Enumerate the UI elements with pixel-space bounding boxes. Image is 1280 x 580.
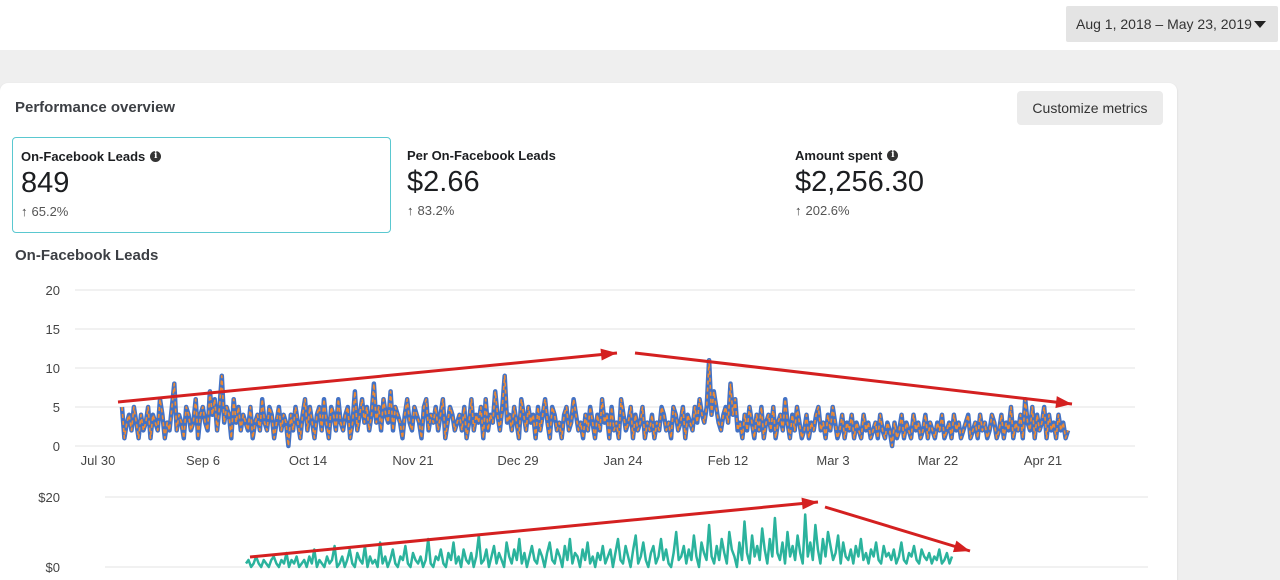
x-tick-label: Oct 14	[289, 453, 327, 468]
metric-value: 849	[21, 167, 70, 199]
annotation-arrowhead	[1055, 396, 1072, 409]
annotation-arrowhead	[801, 497, 818, 510]
y-tick-label: 15	[46, 322, 60, 337]
x-tick-label: Apr 21	[1024, 453, 1062, 468]
y-tick-label: 0	[53, 439, 60, 454]
annotation-arrow	[117, 351, 618, 404]
top-bar: Aug 1, 2018 – May 23, 2019	[0, 0, 1280, 50]
x-tick-label: Mar 3	[816, 453, 849, 468]
metric-change: 65.2%	[31, 204, 69, 219]
y-tick-label: 10	[46, 361, 60, 376]
metric-card-leads[interactable]: On-Facebook Leads i 849 ↑ 65.2%	[12, 137, 391, 233]
x-tick-label: Mar 22	[918, 453, 958, 468]
metric-label: Per On-Facebook Leads	[407, 148, 556, 163]
date-range-picker[interactable]: Aug 1, 2018 – May 23, 2019	[1066, 6, 1278, 42]
metric-label: On-Facebook Leads	[21, 149, 146, 164]
date-range-label: Aug 1, 2018 – May 23, 2019	[1076, 16, 1252, 32]
metric-card-cost-per-lead[interactable]: Per On-Facebook Leads $2.66 ↑ 83.2%	[399, 137, 778, 233]
arrow-up-icon: ↑	[407, 203, 414, 218]
series-line	[244, 513, 954, 569]
y-tick-label: $20	[38, 490, 60, 505]
metric-label: Amount spent	[795, 148, 883, 163]
panel-title: Performance overview	[15, 99, 176, 116]
customize-metrics-button[interactable]: Customize metrics	[1017, 91, 1163, 125]
x-tick-label: Dec 29	[497, 453, 538, 468]
annotation-arrowhead	[600, 348, 617, 361]
spend-line-chart: $0 $20	[38, 490, 1148, 575]
y-tick-label: 5	[53, 400, 60, 415]
series-line-highlight	[121, 359, 1069, 447]
metric-change: 202.6%	[805, 203, 850, 218]
x-tick-label: Jan 24	[603, 453, 642, 468]
leads-line-chart: 0 5 10 15 20 Jul 30 Sep 6 Oct 14 Nov 21 Dec 29 Jan…	[46, 283, 1135, 468]
metric-card-amount-spent[interactable]: Amount spent i $2,256.30 ↑ 202.6%	[787, 137, 1166, 233]
info-icon[interactable]: i	[887, 150, 899, 161]
annotation-arrow	[249, 500, 819, 559]
metric-change: 83.2%	[417, 203, 455, 218]
arrow-up-icon: ↑	[21, 204, 28, 219]
y-tick-label: 20	[46, 283, 60, 298]
annotation-arrowhead	[952, 540, 970, 553]
x-tick-label: Sep 6	[186, 453, 220, 468]
annotation-arrow	[824, 505, 971, 553]
x-tick-label: Nov 21	[392, 453, 433, 468]
chart-title: On-Facebook Leads	[15, 247, 159, 264]
annotation-arrow	[634, 351, 1073, 406]
y-tick-label: $0	[46, 560, 60, 575]
x-tick-label: Feb 12	[708, 453, 748, 468]
info-icon[interactable]: i	[150, 151, 162, 162]
arrow-up-icon: ↑	[795, 203, 802, 218]
metric-value: $2.66	[407, 166, 480, 198]
metric-value: $2,256.30	[795, 166, 925, 198]
x-tick-label: Jul 30	[81, 453, 116, 468]
caret-down-icon	[1254, 21, 1266, 28]
